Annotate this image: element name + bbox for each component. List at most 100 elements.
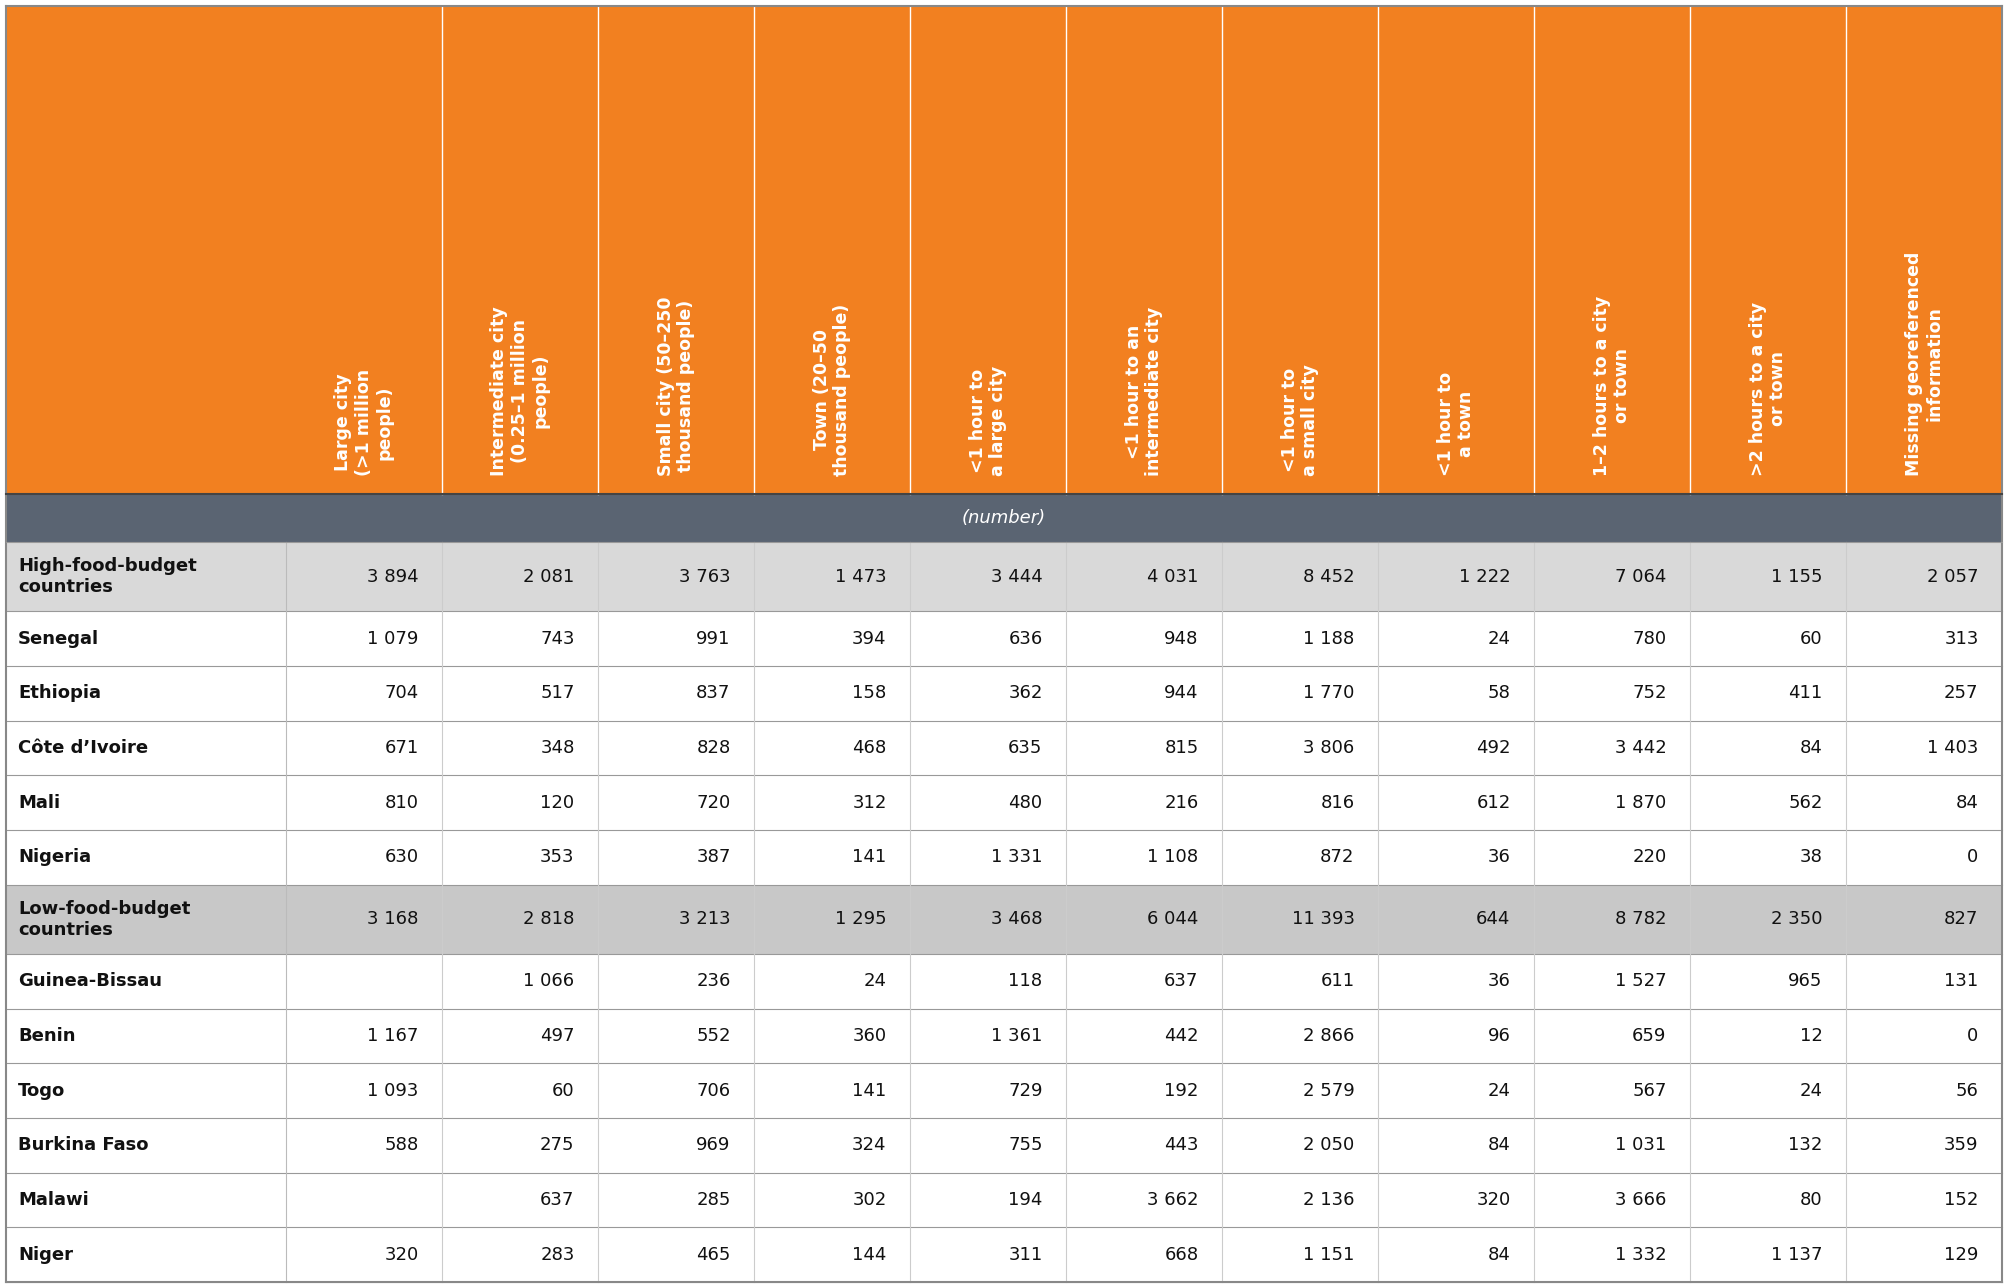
Text: 3 666: 3 666 xyxy=(1614,1191,1666,1209)
Bar xyxy=(6,1118,2001,1172)
Text: 129: 129 xyxy=(1943,1245,1977,1264)
Text: 948: 948 xyxy=(1164,630,1198,648)
Text: 3 468: 3 468 xyxy=(991,911,1042,929)
Text: 1 361: 1 361 xyxy=(991,1027,1042,1045)
Text: 612: 612 xyxy=(1475,793,1509,811)
Text: 2 579: 2 579 xyxy=(1303,1082,1355,1100)
Text: 872: 872 xyxy=(1319,849,1355,867)
Text: 671: 671 xyxy=(383,739,417,757)
Text: 567: 567 xyxy=(1632,1082,1666,1100)
Text: 236: 236 xyxy=(696,972,731,990)
Text: 3 894: 3 894 xyxy=(367,568,417,586)
Text: 257: 257 xyxy=(1943,684,1977,702)
Text: 60: 60 xyxy=(1798,630,1822,648)
Text: 353: 353 xyxy=(540,849,574,867)
Bar xyxy=(6,542,2001,612)
Text: 120: 120 xyxy=(540,793,574,811)
Text: 312: 312 xyxy=(851,793,887,811)
Text: 320: 320 xyxy=(1475,1191,1509,1209)
Text: 497: 497 xyxy=(540,1027,574,1045)
Text: 637: 637 xyxy=(1164,972,1198,990)
Text: 60: 60 xyxy=(552,1082,574,1100)
Text: 118: 118 xyxy=(1008,972,1042,990)
Text: 480: 480 xyxy=(1008,793,1042,811)
Text: Ethiopia: Ethiopia xyxy=(18,684,100,702)
Text: 84: 84 xyxy=(1955,793,1977,811)
Text: 324: 324 xyxy=(851,1136,887,1154)
Text: 36: 36 xyxy=(1487,849,1509,867)
Text: 1 188: 1 188 xyxy=(1303,630,1355,648)
Text: 1 167: 1 167 xyxy=(367,1027,417,1045)
Text: 729: 729 xyxy=(1008,1082,1042,1100)
Text: 152: 152 xyxy=(1943,1191,1977,1209)
Bar xyxy=(6,6,2001,495)
Text: 96: 96 xyxy=(1487,1027,1509,1045)
Bar xyxy=(6,885,2001,954)
Bar xyxy=(6,1063,2001,1118)
Text: 24: 24 xyxy=(863,972,887,990)
Text: 1 079: 1 079 xyxy=(367,630,417,648)
Text: 131: 131 xyxy=(1943,972,1977,990)
Text: Nigeria: Nigeria xyxy=(18,849,90,867)
Text: 80: 80 xyxy=(1798,1191,1822,1209)
Text: 275: 275 xyxy=(540,1136,574,1154)
Bar xyxy=(6,1172,2001,1227)
Text: (number): (number) xyxy=(961,509,1046,527)
Text: 837: 837 xyxy=(696,684,731,702)
Text: 465: 465 xyxy=(696,1245,731,1264)
Text: 969: 969 xyxy=(696,1136,731,1154)
Text: 552: 552 xyxy=(696,1027,731,1045)
Text: 588: 588 xyxy=(383,1136,417,1154)
Text: 3 763: 3 763 xyxy=(678,568,731,586)
Text: Togo: Togo xyxy=(18,1082,64,1100)
Text: Low-food-budget
countries: Low-food-budget countries xyxy=(18,900,191,939)
Text: 3 662: 3 662 xyxy=(1146,1191,1198,1209)
Text: 220: 220 xyxy=(1632,849,1666,867)
Text: 965: 965 xyxy=(1788,972,1822,990)
Text: 84: 84 xyxy=(1487,1136,1509,1154)
Text: 1 473: 1 473 xyxy=(835,568,887,586)
Text: 24: 24 xyxy=(1487,1082,1509,1100)
Text: 141: 141 xyxy=(851,1082,887,1100)
Text: 1 137: 1 137 xyxy=(1770,1245,1822,1264)
Text: Burkina Faso: Burkina Faso xyxy=(18,1136,149,1154)
Text: Senegal: Senegal xyxy=(18,630,98,648)
Bar xyxy=(6,495,2001,542)
Text: 636: 636 xyxy=(1008,630,1042,648)
Text: 827: 827 xyxy=(1943,911,1977,929)
Bar xyxy=(6,829,2001,885)
Bar xyxy=(6,720,2001,775)
Text: 1 770: 1 770 xyxy=(1303,684,1355,702)
Text: 58: 58 xyxy=(1487,684,1509,702)
Text: 706: 706 xyxy=(696,1082,731,1100)
Text: 659: 659 xyxy=(1632,1027,1666,1045)
Text: Côte d’Ivoire: Côte d’Ivoire xyxy=(18,739,149,757)
Text: <1 hour to an
intermediate city: <1 hour to an intermediate city xyxy=(1124,307,1162,477)
Text: 6 044: 6 044 xyxy=(1146,911,1198,929)
Text: 1 108: 1 108 xyxy=(1146,849,1198,867)
Text: 468: 468 xyxy=(851,739,887,757)
Text: 1–2 hours to a city
or town: 1–2 hours to a city or town xyxy=(1592,296,1630,477)
Text: 704: 704 xyxy=(383,684,417,702)
Text: 216: 216 xyxy=(1164,793,1198,811)
Text: Niger: Niger xyxy=(18,1245,72,1264)
Text: 815: 815 xyxy=(1164,739,1198,757)
Text: Guinea-Bissau: Guinea-Bissau xyxy=(18,972,163,990)
Text: <1 hour to
a town: <1 hour to a town xyxy=(1435,372,1475,477)
Text: 320: 320 xyxy=(383,1245,417,1264)
Text: 2 050: 2 050 xyxy=(1303,1136,1355,1154)
Text: 517: 517 xyxy=(540,684,574,702)
Text: Mali: Mali xyxy=(18,793,60,811)
Text: 359: 359 xyxy=(1943,1136,1977,1154)
Text: 1 151: 1 151 xyxy=(1303,1245,1355,1264)
Text: Intermediate city
(0.25–1 million
people): Intermediate city (0.25–1 million people… xyxy=(490,307,550,477)
Text: 1 093: 1 093 xyxy=(367,1082,417,1100)
Text: 285: 285 xyxy=(696,1191,731,1209)
Text: <1 hour to
a small city: <1 hour to a small city xyxy=(1280,365,1319,477)
Text: Town (20–50
thousand people): Town (20–50 thousand people) xyxy=(813,304,851,477)
Bar xyxy=(6,1009,2001,1063)
Bar xyxy=(6,775,2001,829)
Text: 2 818: 2 818 xyxy=(524,911,574,929)
Text: 141: 141 xyxy=(851,849,887,867)
Text: 442: 442 xyxy=(1164,1027,1198,1045)
